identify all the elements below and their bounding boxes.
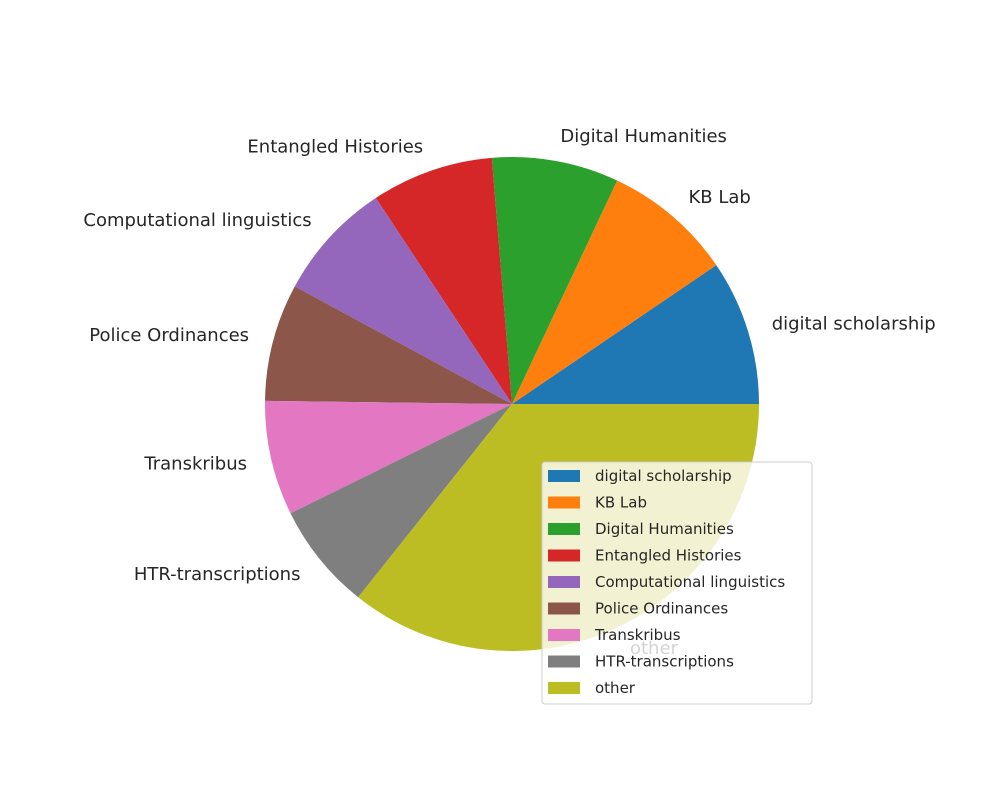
legend-label-htr-transcriptions: HTR-transcriptions [595, 653, 734, 671]
legend-label-digital-humanities: Digital Humanities [595, 520, 734, 538]
legend-label-police-ordinances: Police Ordinances [595, 600, 728, 618]
legend-swatch-htr-transcriptions [548, 655, 580, 668]
slice-label-digital-humanities: Digital Humanities [560, 126, 727, 147]
legend-swatch-other [548, 682, 580, 694]
legend-label-other: other [595, 679, 636, 697]
pie-slice-entangled-histories [375, 157, 512, 404]
slice-label-transkribus: Transkribus [143, 454, 247, 475]
pie-slice-transkribus [265, 400, 512, 514]
pie-slice-police-ordinances [265, 286, 512, 404]
legend-label-computational-linguistics: Computational linguistics [595, 573, 785, 591]
legend-swatch-entangled-histories [548, 549, 580, 562]
pie-slice-digital-humanities [491, 156, 618, 404]
slice-label-entangled-histories: Entangled Histories [247, 137, 423, 158]
legend-label-kb-lab: KB Lab [595, 494, 647, 512]
slice-label-htr-transcriptions: HTR-transcriptions [134, 564, 301, 585]
legend-swatch-digital-scholarship [548, 470, 580, 482]
legend: digital scholarship KB Lab Digital Humanit… [541, 461, 813, 705]
legend-label-digital-scholarship: digital scholarship [595, 467, 732, 485]
pie-slice-computational-linguistics [294, 197, 512, 404]
slice-label-kb-lab: KB Lab [688, 187, 750, 208]
legend-swatch-transkribus [548, 629, 580, 641]
slice-label-computational-linguistics: Computational linguistics [83, 210, 311, 231]
legend-label-transkribus: Transkribus [594, 626, 681, 644]
legend-box [541, 461, 813, 705]
pie-slice-htr-transcriptions [290, 404, 512, 598]
legend-swatch-computational-linguistics [548, 576, 580, 588]
legend-label-entangled-histories: Entangled Histories [595, 547, 742, 565]
legend-items: digital scholarship KB Lab Digital Humanit… [548, 467, 785, 697]
legend-swatch-police-ordinances [548, 602, 580, 615]
slice-label-police-ordinances: Police Ordinances [89, 325, 249, 346]
legend-swatch-digital-humanities [548, 523, 580, 535]
pie-slice-digital-scholarship [512, 265, 759, 404]
legend-swatch-kb-lab [548, 496, 580, 509]
slice-label-digital-scholarship: digital scholarship [772, 314, 936, 335]
pie-slice-kb-lab [512, 180, 717, 404]
